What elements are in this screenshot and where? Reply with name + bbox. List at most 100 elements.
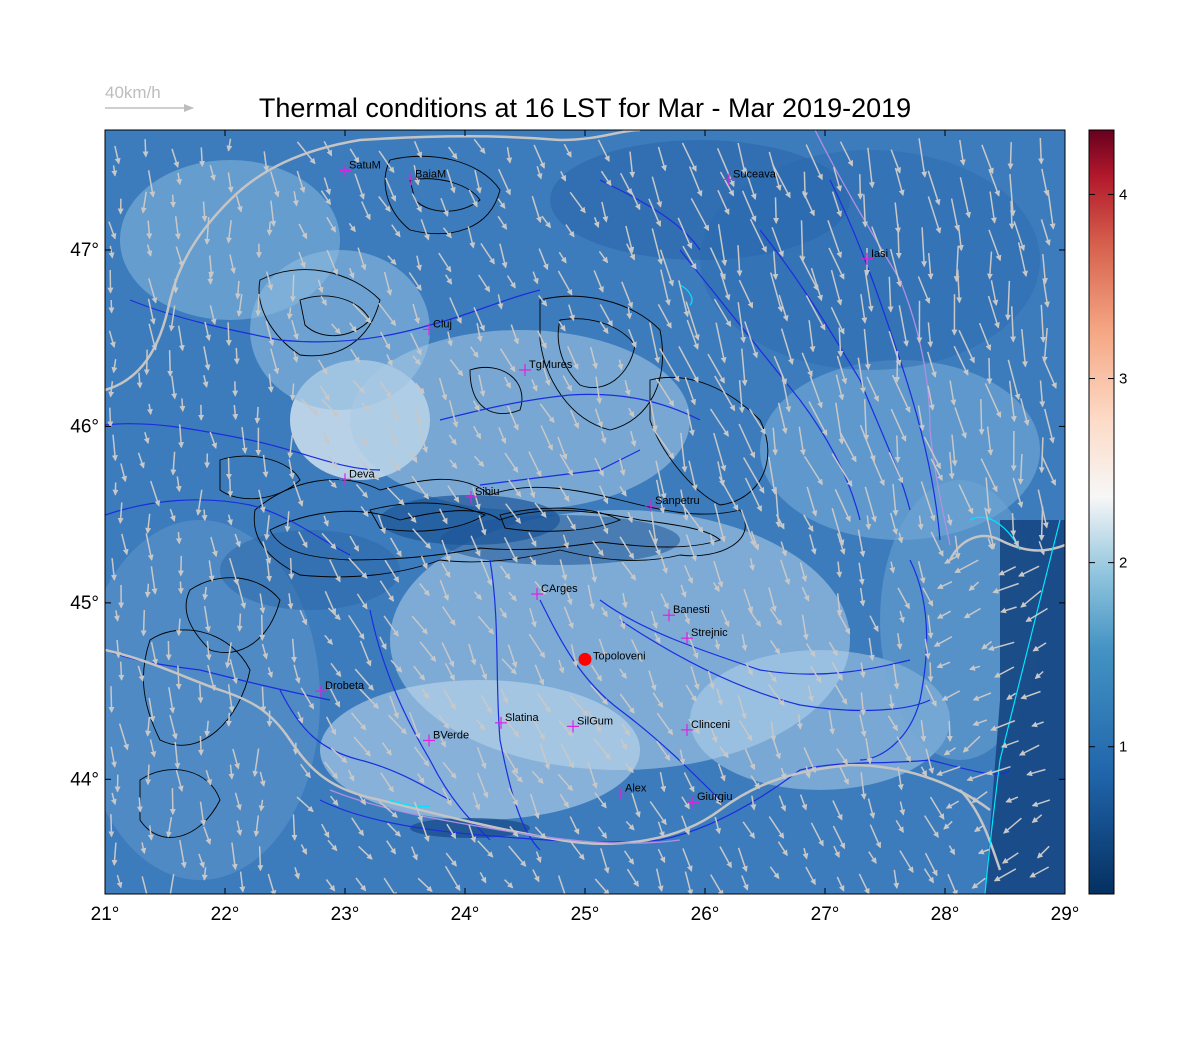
wind-arrow bbox=[680, 584, 687, 598]
wind-arrow bbox=[293, 664, 301, 684]
wind-arrow bbox=[507, 644, 518, 669]
city-label: BaiaM bbox=[415, 168, 446, 180]
wind-arrow bbox=[168, 687, 176, 714]
wind-arrow bbox=[446, 169, 456, 194]
wind-arrow bbox=[780, 767, 787, 780]
wind-arrow bbox=[472, 400, 480, 412]
wind-arrow bbox=[719, 746, 729, 759]
wind-arrow bbox=[379, 331, 391, 350]
wind-arrow bbox=[505, 503, 522, 524]
wind-arrow bbox=[593, 737, 611, 760]
wind-arrow bbox=[259, 593, 266, 614]
wind-arrow bbox=[145, 764, 152, 786]
wind-arrow bbox=[441, 787, 452, 807]
wind-arrow bbox=[145, 717, 152, 737]
wind-arrow bbox=[197, 684, 204, 704]
wind-arrow bbox=[532, 271, 539, 285]
wind-arrow bbox=[926, 351, 937, 378]
wind-arrow bbox=[925, 748, 935, 774]
wind-arrow bbox=[529, 556, 537, 567]
wind-arrow bbox=[834, 684, 848, 705]
wind-arrow bbox=[1040, 219, 1051, 246]
wind-arrow bbox=[267, 373, 274, 393]
wind-arrow bbox=[830, 269, 843, 306]
wind-arrow bbox=[150, 566, 158, 595]
wind-arrow bbox=[780, 328, 794, 365]
wind-arrow bbox=[145, 513, 152, 534]
wind-arrow bbox=[998, 566, 1017, 576]
wind-arrow bbox=[750, 531, 760, 551]
wind-arrow bbox=[828, 247, 845, 280]
wind-arrow bbox=[359, 640, 372, 667]
wind-arrow bbox=[241, 427, 248, 454]
wind-arrow bbox=[407, 512, 417, 523]
wind-arrow bbox=[443, 689, 456, 710]
wind-arrow bbox=[408, 272, 422, 291]
wind-arrow bbox=[538, 295, 548, 307]
wind-arrow bbox=[202, 375, 209, 388]
wind-arrow bbox=[719, 846, 732, 869]
wind-arrow bbox=[288, 557, 295, 580]
wind-arrow bbox=[420, 555, 428, 570]
wind-arrow bbox=[799, 220, 806, 263]
wind-arrow bbox=[925, 684, 937, 707]
wind-arrow bbox=[832, 166, 842, 192]
wind-arrow bbox=[351, 817, 364, 837]
wind-arrow bbox=[943, 820, 953, 830]
wind-arrow bbox=[227, 514, 233, 526]
wind-arrow bbox=[233, 347, 240, 365]
wind-arrow bbox=[506, 146, 513, 164]
wind-arrow bbox=[930, 531, 944, 557]
wind-arrow bbox=[951, 434, 958, 467]
wind-arrow bbox=[834, 488, 851, 523]
wind-arrow bbox=[378, 302, 397, 327]
wind-arrow bbox=[805, 643, 816, 658]
wind-arrow bbox=[529, 608, 537, 628]
wind-arrow bbox=[448, 400, 459, 428]
wind-arrow bbox=[110, 792, 117, 806]
wind-arrow bbox=[1010, 306, 1017, 343]
wind-arrow bbox=[149, 480, 161, 507]
wind-arrow bbox=[836, 355, 848, 385]
wind-arrow bbox=[300, 398, 319, 416]
wind-arrow bbox=[299, 763, 311, 779]
wind-arrow bbox=[296, 141, 316, 165]
wind-arrow bbox=[419, 819, 430, 843]
wind-arrow bbox=[828, 710, 835, 735]
wind-arrow bbox=[1031, 799, 1051, 807]
city-marker: SilGum bbox=[567, 715, 613, 733]
wind-arrow bbox=[655, 479, 666, 514]
wind-arrow bbox=[559, 559, 568, 581]
wind-arrow bbox=[888, 330, 902, 367]
wind-arrow bbox=[118, 723, 129, 751]
wind-arrow bbox=[936, 581, 953, 589]
wind-arrow bbox=[113, 610, 120, 622]
wind-arrow bbox=[386, 354, 393, 367]
wind-arrow bbox=[499, 607, 507, 619]
wind-arrow bbox=[594, 457, 604, 477]
wind-arrow bbox=[411, 846, 418, 861]
wind-arrow bbox=[620, 738, 628, 751]
wind-arrow bbox=[769, 639, 781, 655]
wind-arrow bbox=[597, 510, 609, 535]
wind-arrow bbox=[321, 823, 330, 839]
wind-arrow bbox=[150, 641, 159, 666]
wind-legend-label: 40km/h bbox=[105, 83, 161, 102]
city-marker: Slatina bbox=[495, 712, 540, 729]
wind-arrow bbox=[1041, 168, 1050, 197]
wind-arrow bbox=[773, 197, 780, 224]
wind-arrow bbox=[679, 749, 686, 766]
wind-arrow bbox=[780, 541, 788, 557]
wind-arrow bbox=[354, 668, 374, 691]
city-marker: Giurgiu bbox=[687, 791, 732, 809]
highlight-site-marker bbox=[578, 652, 592, 666]
wind-arrow bbox=[178, 424, 185, 449]
wind-arrow bbox=[137, 452, 145, 469]
wind-arrow bbox=[390, 404, 399, 422]
wind-arrow bbox=[234, 792, 242, 811]
wind-arrow bbox=[330, 662, 342, 678]
wind-arrow bbox=[949, 380, 957, 406]
wind-arrow bbox=[745, 663, 753, 676]
wind-arrow bbox=[317, 279, 324, 294]
wind-arrow bbox=[195, 489, 203, 516]
